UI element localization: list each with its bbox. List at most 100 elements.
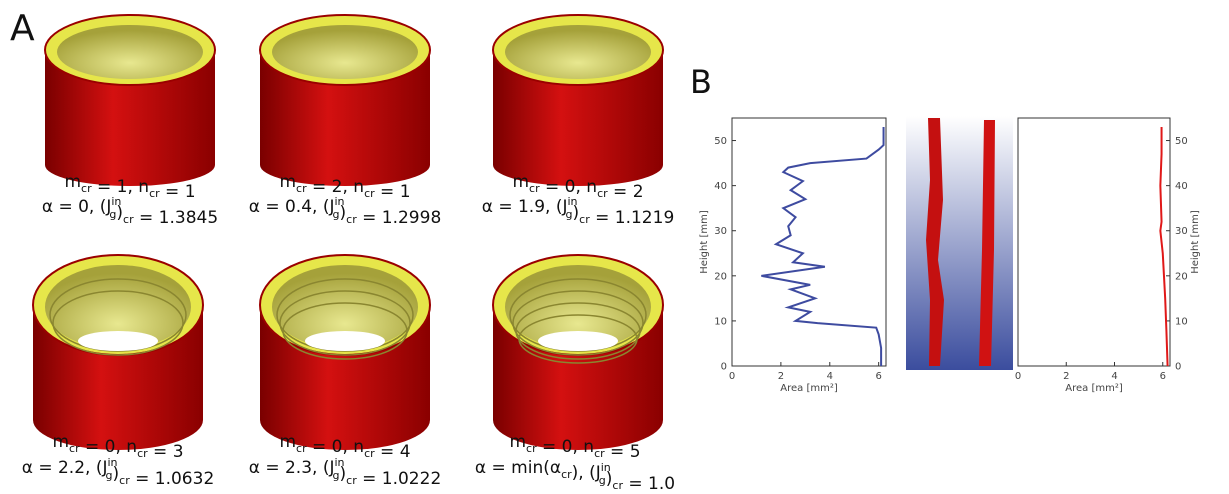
- cylinder-inner: [45, 265, 191, 349]
- y-tick-label: 30: [1175, 226, 1188, 237]
- caption-text: ), (J: [572, 463, 601, 483]
- caption-sub: cr: [346, 213, 357, 226]
- plot-frame: [1017, 117, 1171, 367]
- x-tick-label: 6: [875, 371, 881, 382]
- caption-sup: in: [601, 461, 611, 474]
- caption-text: ): [573, 203, 580, 223]
- caption-text: α = 2.3, (J: [249, 458, 335, 478]
- vessel-healthy: [979, 120, 995, 366]
- caption-text: m: [509, 432, 526, 452]
- caption-text: m: [64, 172, 81, 192]
- caption-text: = 1.0632: [130, 469, 215, 489]
- caption-text: ): [340, 464, 347, 484]
- cylinders: [32, 14, 664, 450]
- caption-text: = 1, n: [92, 177, 149, 197]
- caption-sub: g: [333, 208, 340, 221]
- caption-text: ): [606, 469, 613, 489]
- plot-frame: [731, 117, 887, 367]
- x-tick-label: 2: [778, 371, 784, 382]
- y-axis-label: Height [mm]: [699, 210, 710, 274]
- caption-sub: cr: [364, 187, 375, 200]
- line-series: [761, 127, 885, 366]
- caption-text: = 1.0222: [357, 469, 442, 489]
- cylinder-inner: [505, 265, 651, 349]
- y-tick-label: 10: [1175, 316, 1188, 327]
- caption-text: = 3: [148, 442, 184, 462]
- caption-text: α = 0, (J: [42, 197, 112, 217]
- caption: mcr = 2, ncr = 1: [279, 172, 410, 202]
- caption: α = min(αcr), (Jin g)cr = 1.0: [475, 458, 675, 490]
- caption-sub: cr: [526, 442, 537, 455]
- caption-sup: in: [334, 195, 344, 208]
- cylinder-inner: [272, 265, 418, 349]
- caption-text: m: [279, 432, 296, 452]
- opening: [538, 331, 618, 351]
- caption-sub: cr: [346, 474, 357, 487]
- fold: [279, 290, 411, 356]
- caption-sup: in: [567, 195, 577, 208]
- cylinder-inner: [505, 25, 651, 79]
- x-tick-label: 4: [1111, 371, 1117, 382]
- y-tick-label: 0: [721, 362, 727, 373]
- caption-sub: cr: [137, 447, 148, 460]
- caption-sup: in: [107, 456, 117, 469]
- caption-text: α = min(α: [475, 458, 561, 478]
- cylinder-body: [260, 50, 430, 186]
- y-tick-label: 20: [1175, 271, 1188, 282]
- cylinder-body: [493, 50, 663, 186]
- caption-text: = 1.1219: [590, 208, 675, 228]
- fold: [518, 314, 638, 364]
- opening: [78, 331, 158, 351]
- y-tick-label: 10: [714, 316, 727, 327]
- caption-text: = 2, n: [307, 177, 364, 197]
- caption-text: α = 2.2, (J: [22, 458, 108, 478]
- caption-text: m: [52, 432, 69, 452]
- caption-text: = 1.0: [623, 474, 675, 490]
- fold: [52, 290, 184, 356]
- caption: mcr = 0, ncr = 3: [52, 432, 183, 462]
- fold: [512, 290, 644, 356]
- caption-sub: cr: [594, 447, 605, 460]
- fold: [282, 302, 408, 360]
- caption: mcr = 0, ncr = 4: [279, 432, 410, 462]
- caption-sub: cr: [81, 182, 92, 195]
- x-tick-label: 2: [1063, 371, 1069, 382]
- y-tick-label: 0: [1175, 362, 1181, 373]
- caption-sup: in: [334, 456, 344, 469]
- caption: mcr = 0, ncr = 5: [509, 432, 640, 462]
- caption-text: = 4: [375, 442, 411, 462]
- y-tick-label: 40: [714, 181, 727, 192]
- caption-text: = 1.2998: [357, 208, 442, 228]
- x-axis-label: Area [mm²]: [780, 383, 838, 394]
- caption-sub: g: [599, 474, 606, 487]
- caption-sub: cr: [123, 213, 134, 226]
- caption-text: = 0, n: [307, 437, 364, 457]
- vessel-stenotic: [926, 118, 944, 366]
- caption-sub: cr: [561, 468, 572, 481]
- x-axis-label: Area [mm²]: [1065, 383, 1123, 394]
- caption-text: = 1.3845: [134, 208, 219, 228]
- caption-text: = 0, n: [80, 437, 137, 457]
- caption-sub: g: [106, 469, 113, 482]
- caption-sub: cr: [579, 213, 590, 226]
- caption-text: m: [279, 172, 296, 192]
- cylinder-inner: [57, 25, 203, 79]
- caption-sup: in: [111, 195, 121, 208]
- caption-sub: cr: [119, 474, 130, 487]
- caption-text: α = 0.4, (J: [249, 197, 335, 217]
- x-tick-label: 6: [1160, 371, 1166, 382]
- caption-text: ): [116, 203, 123, 223]
- x-tick-label: 4: [827, 371, 833, 382]
- fold: [515, 302, 641, 360]
- caption: mcr = 0, ncr = 2: [512, 172, 643, 202]
- caption-sub: cr: [612, 479, 623, 490]
- caption-sub: g: [109, 208, 116, 221]
- caption-text: ): [340, 203, 347, 223]
- panel-label: A: [10, 8, 35, 49]
- cylinder-body: [45, 50, 215, 186]
- cylinder-inner: [272, 25, 418, 79]
- caption: α = 0, (Jin g)cr = 1.3845: [42, 195, 218, 228]
- opening: [305, 331, 385, 351]
